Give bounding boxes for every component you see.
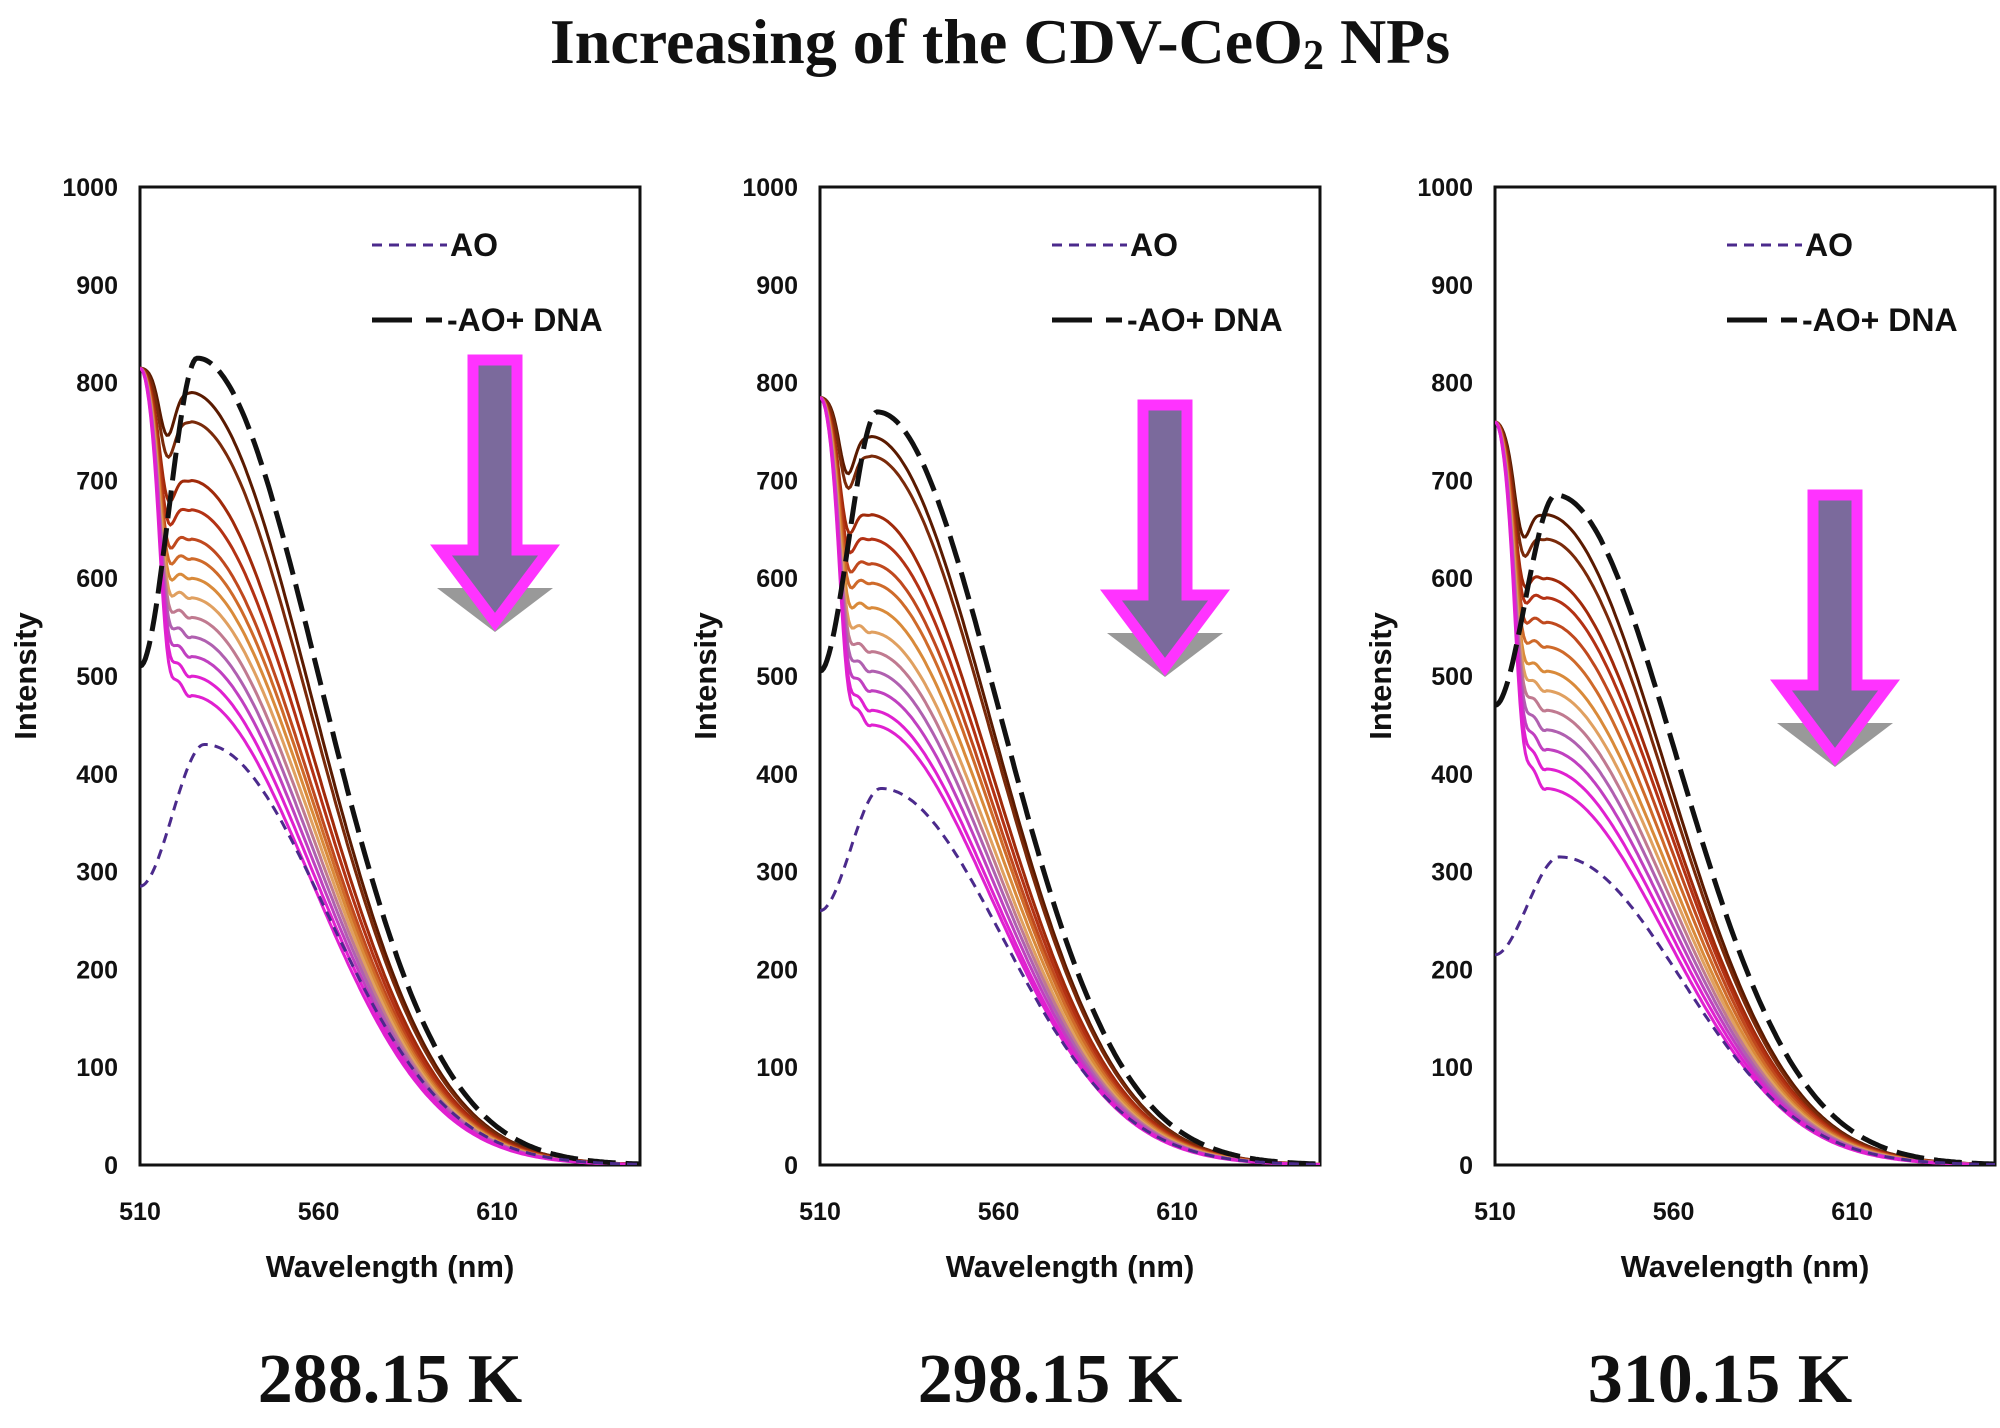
y-tick-label: 0 <box>1459 1152 1473 1180</box>
series-ao-line <box>140 743 640 1165</box>
y-tick-label: 100 <box>76 1054 118 1082</box>
legend-ao-dna-label: -AO+ DNA <box>447 302 603 338</box>
legend-ao-dna-label: -AO+ DNA <box>1127 302 1283 338</box>
plot-area <box>140 355 640 1165</box>
series-ao-dna-line <box>820 409 1320 1165</box>
y-tick-label: 400 <box>76 761 118 789</box>
y-tick-label: 200 <box>1431 956 1473 984</box>
y-axis-title: Intensity <box>688 612 723 740</box>
temperature-label-310K: 310.15 K <box>1587 1341 1853 1418</box>
y-tick-label: 900 <box>76 272 118 300</box>
chart-panel-288K: 0 100 200 300 400 500 600 700 800 900 1000 510 560 61… <box>8 174 642 1284</box>
titration-curve <box>140 366 640 1165</box>
plot-area <box>820 395 1320 1165</box>
y-tick-label: 900 <box>1431 272 1473 300</box>
x-tick-label: 610 <box>1156 1198 1198 1226</box>
down-arrow-body <box>430 354 560 632</box>
chart-panel-310K: 0 100 200 300 400 500 600 700 800 900 1000 510 560 61… <box>1363 174 1997 1284</box>
y-tick-label: 0 <box>104 1152 118 1180</box>
x-tick-label: 610 <box>476 1198 518 1226</box>
y-tick-label: 0 <box>784 1152 798 1180</box>
y-tick-label: 400 <box>756 761 798 789</box>
down-arrow-icon <box>1100 399 1230 677</box>
legend-ao-label: AO <box>1805 227 1853 263</box>
y-tick-label: 700 <box>76 467 118 495</box>
y-tick-label: 100 <box>756 1054 798 1082</box>
series-ao-dna-line <box>140 355 640 1165</box>
down-arrow-icon <box>430 354 560 632</box>
x-tick-label: 510 <box>1474 1198 1516 1226</box>
y-tick-label: 300 <box>76 859 118 887</box>
y-tick-label: 900 <box>756 272 798 300</box>
figure-title-main: Increasing of the CDV-CeO <box>549 6 1303 77</box>
y-tick-label: 100 <box>1431 1054 1473 1082</box>
legend-ao-dna-label: -AO+ DNA <box>1802 302 1958 338</box>
y-tick-label: 700 <box>1431 467 1473 495</box>
y-tick-label: 800 <box>76 370 118 398</box>
y-tick-label: 300 <box>1431 859 1473 887</box>
y-tick-label: 200 <box>76 956 118 984</box>
plot-area <box>1495 420 1995 1165</box>
figure-title-tail: NPs <box>1323 6 1451 77</box>
series-ao-line <box>1495 855 1995 1165</box>
y-tick-label: 800 <box>1431 370 1473 398</box>
x-tick-label: 560 <box>1653 1198 1695 1226</box>
figure-title: Increasing of the CDV-CeO2 NPs <box>0 2 2000 96</box>
y-tick-label: 200 <box>756 956 798 984</box>
x-tick-label: 560 <box>978 1198 1020 1226</box>
y-axis-title: Intensity <box>1363 612 1398 740</box>
temperature-label-288K: 288.15 K <box>257 1341 523 1418</box>
legend-ao-label: AO <box>450 227 498 263</box>
y-tick-label: 600 <box>76 565 118 593</box>
series-ao-dna-line <box>1495 492 1995 1165</box>
legend-ao-label: AO <box>1130 227 1178 263</box>
y-tick-label: 400 <box>1431 761 1473 789</box>
y-tick-label: 500 <box>1431 663 1473 691</box>
y-tick-label: 600 <box>1431 565 1473 593</box>
y-tick-label: 500 <box>756 663 798 691</box>
y-tick-label: 1000 <box>62 174 118 202</box>
y-tick-label: 1000 <box>742 174 798 202</box>
temperature-label-298K: 298.15 K <box>917 1341 1183 1418</box>
down-arrow-icon <box>1770 489 1900 767</box>
x-tick-label: 560 <box>298 1198 340 1226</box>
y-tick-label: 1000 <box>1417 174 1473 202</box>
chart-panel-298K: 0 100 200 300 400 500 600 700 800 900 1000 510 560 61… <box>688 174 1322 1284</box>
x-axis-title: Wavelength (nm) <box>1621 1249 1870 1284</box>
x-axis-title: Wavelength (nm) <box>946 1249 1195 1284</box>
x-axis-title: Wavelength (nm) <box>266 1249 515 1284</box>
x-tick-label: 610 <box>1831 1198 1873 1226</box>
y-axis-title: Intensity <box>8 612 43 740</box>
x-tick-label: 510 <box>119 1198 161 1226</box>
y-tick-label: 700 <box>756 467 798 495</box>
figure-title-subscript: 2 <box>1302 33 1324 79</box>
y-tick-label: 600 <box>756 565 798 593</box>
y-tick-label: 300 <box>756 859 798 887</box>
down-arrow-body <box>1100 399 1230 677</box>
titration-curve <box>820 396 1320 1165</box>
x-tick-label: 510 <box>799 1198 841 1226</box>
down-arrow-body <box>1770 489 1900 767</box>
y-tick-label: 500 <box>76 663 118 691</box>
y-tick-label: 800 <box>756 370 798 398</box>
